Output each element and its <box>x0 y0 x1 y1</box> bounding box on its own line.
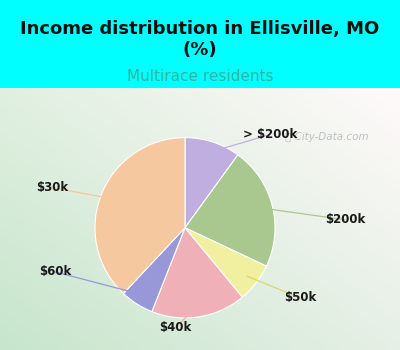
Text: $200k: $200k <box>325 213 365 226</box>
Wedge shape <box>95 138 185 294</box>
Text: $30k: $30k <box>36 181 68 194</box>
Wedge shape <box>185 155 275 266</box>
Wedge shape <box>123 228 185 312</box>
Text: $60k: $60k <box>39 265 71 278</box>
Text: Income distribution in Ellisville, MO
(%): Income distribution in Ellisville, MO (%… <box>20 20 380 59</box>
Text: Multirace residents: Multirace residents <box>127 69 273 84</box>
Wedge shape <box>185 228 266 297</box>
Text: > $200k: > $200k <box>243 128 297 141</box>
Wedge shape <box>185 138 238 228</box>
Wedge shape <box>152 228 242 318</box>
Text: $40k: $40k <box>159 321 191 335</box>
Text: $50k: $50k <box>284 292 316 304</box>
Text: ⓘ City-Data.com: ⓘ City-Data.com <box>285 132 369 142</box>
